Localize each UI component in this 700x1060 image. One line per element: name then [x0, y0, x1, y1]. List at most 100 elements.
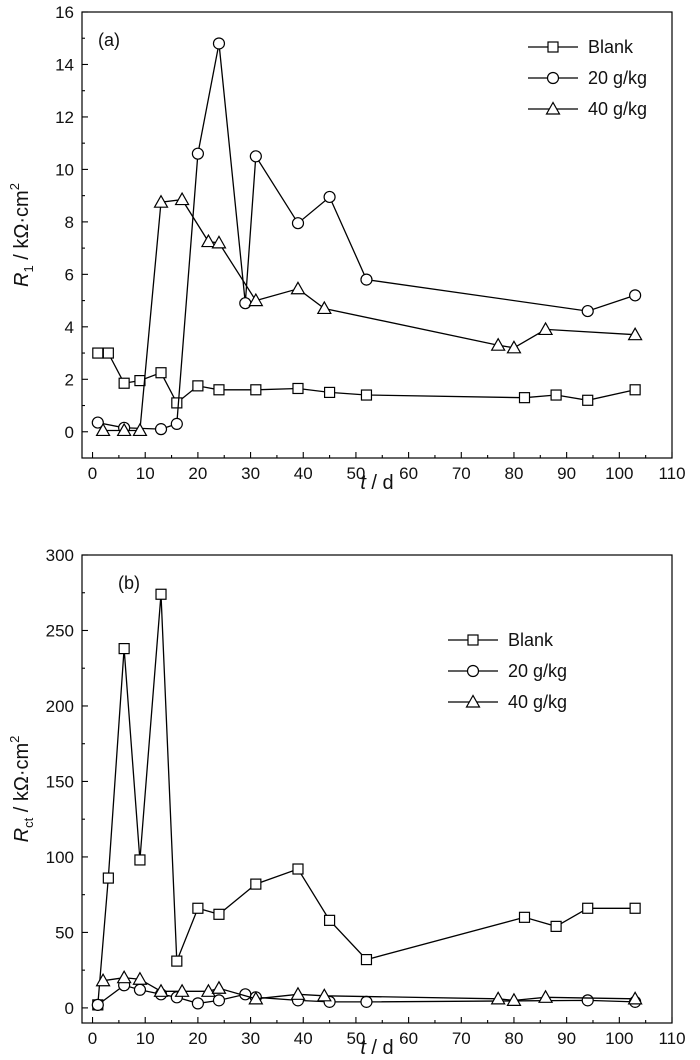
panel-b-y-axis-unit: / kΩ·cm	[11, 743, 33, 818]
panel-b-data-point	[316, 988, 332, 1002]
panel-a-data-point	[191, 147, 204, 160]
panel-a-y-tick-label: 2	[65, 370, 74, 389]
panel-b-x-tick-label: 110	[658, 1029, 685, 1048]
panel-b-data-point	[153, 983, 169, 997]
panel-b-data-point	[490, 991, 506, 1005]
panel-b-data-point	[212, 994, 226, 1007]
panel-a-x-tick-label: 90	[557, 464, 576, 483]
panel-a-series-circle	[91, 37, 642, 436]
panel-b-y-axis-label: Rct / kΩ·cm2	[7, 736, 36, 843]
panel-a-data-point	[212, 37, 226, 50]
panel-a-y-tick-label: 16	[55, 3, 74, 22]
panel-b-legend-label: 20 g/kg	[508, 661, 567, 681]
panel-a-data-point	[211, 235, 227, 249]
panel-b-data-point	[95, 973, 111, 987]
panel-b-data-point	[627, 991, 643, 1005]
panel-a-data-point	[155, 367, 167, 379]
panel-a-data-point	[506, 340, 522, 354]
panel-b-legend-marker	[465, 694, 481, 708]
panel-a-x-tick-label: 0	[88, 464, 97, 483]
panel-a-data-point	[200, 233, 216, 248]
panel-a-data-point	[116, 422, 132, 437]
panel-b-data-point	[250, 878, 262, 890]
panel-a-x-tick-label: 30	[241, 464, 260, 483]
panel-b-data-point	[191, 997, 204, 1010]
panel-a-data-point	[550, 389, 562, 401]
panel-b-x-tick-label: 90	[557, 1029, 576, 1048]
panel-a-series-line	[97, 352, 636, 404]
panel-a-data-point	[581, 304, 594, 318]
panel-a-data-point	[170, 417, 183, 430]
panel-a-legend-marker	[546, 71, 560, 85]
panel-b-x-tick-label: 70	[452, 1029, 471, 1048]
panel-a-x-axis-symbol: t	[360, 472, 367, 494]
panel-a-group: 0 10 20 30 40 50 60 70 80 90 100 1100246810121416(a…	[7, 3, 686, 494]
panel-a-y-axis-subscript: 1	[21, 265, 36, 272]
panel-b-x-tick-label: 30	[241, 1029, 260, 1048]
panel-b-series-triangle	[95, 969, 643, 1006]
panel-b-x-tick-label: 100	[605, 1029, 633, 1048]
panel-b-data-point	[518, 911, 531, 923]
panel-a-series-triangle	[95, 191, 643, 437]
panel-a-legend-marker	[547, 41, 559, 53]
panel-a-x-tick-label: 50	[346, 464, 365, 483]
panel-b-data-point	[200, 983, 216, 997]
panel-a-data-point	[171, 397, 183, 409]
panel-b-x-axis-label: t / d	[360, 1037, 393, 1059]
panel-a-label: (a)	[98, 30, 120, 50]
panel-a-data-point	[582, 394, 594, 406]
panel-b-y-tick-label: 250	[46, 621, 74, 640]
panel-b-data-point	[538, 989, 554, 1003]
panel-b-data-point	[133, 983, 147, 996]
panel-a-legend-label: 40 g/kg	[588, 99, 647, 119]
panel-a-y-tick-label: 8	[65, 213, 74, 232]
panel-b-data-point	[102, 872, 114, 884]
panel-a-data-point	[629, 384, 641, 396]
panel-b-data-point	[116, 969, 132, 984]
panel-a-data-point	[239, 297, 252, 310]
panel-a-legend-marker	[545, 101, 561, 115]
panel-b-data-point	[360, 995, 373, 1008]
panel-a-data-point	[360, 273, 373, 286]
panel-a-data-point	[490, 337, 506, 351]
panel-b-series-line	[97, 594, 636, 1005]
panel-b-y-tick-label: 200	[46, 697, 74, 716]
panel-b-legend-marker	[467, 634, 479, 646]
panel-b-data-point	[550, 920, 562, 932]
panel-a-data-point	[102, 347, 114, 359]
panel-b-data-point	[118, 642, 130, 655]
panel-b-data-point	[171, 955, 183, 967]
panel-b-data-point	[290, 986, 306, 1000]
panel-a-data-point	[292, 382, 304, 395]
panel-a-y-tick-label: 12	[55, 108, 74, 127]
panel-b-y-tick-label: 0	[65, 999, 74, 1018]
panel-a-data-point	[250, 384, 262, 396]
panel-a-data-point	[91, 416, 104, 429]
panel-a-data-point	[629, 289, 642, 302]
panel-a-y-tick-label: 4	[65, 318, 74, 337]
panel-a-y-axis-superscript: 2	[7, 183, 22, 190]
panel-b-data-point	[155, 588, 167, 600]
panel-a-data-point	[290, 281, 306, 295]
panel-b-x-axis-symbol: t	[360, 1037, 367, 1059]
panel-a-y-axis-symbol: R	[11, 272, 33, 286]
panel-a-plot-frame	[81, 11, 673, 459]
panel-a-legend-label: Blank	[588, 37, 634, 57]
panel-b-data-point	[629, 902, 641, 914]
panel-b-data-point	[211, 980, 227, 994]
panel-a-data-point	[132, 422, 148, 437]
panel-b-label: (b)	[118, 573, 140, 593]
panel-b-x-axis-unit: / d	[366, 1037, 394, 1059]
panel-a-y-axis-label: R1 / kΩ·cm2	[7, 183, 36, 287]
panel-b-data-point	[360, 953, 373, 966]
panel-b-data-point	[292, 863, 304, 875]
panel-a-data-point	[118, 377, 130, 389]
panel-a-x-tick-label: 70	[452, 464, 471, 483]
panel-b-data-point	[174, 983, 190, 997]
panel-a-data-point	[323, 190, 336, 204]
panel-b-y-tick-label: 300	[46, 546, 74, 565]
panel-b-y-axis-superscript: 2	[7, 736, 22, 743]
panel-b-data-point	[132, 971, 148, 985]
panel-a-legend-label: 20 g/kg	[588, 68, 647, 88]
panel-a-y-tick-label: 0	[65, 423, 74, 442]
